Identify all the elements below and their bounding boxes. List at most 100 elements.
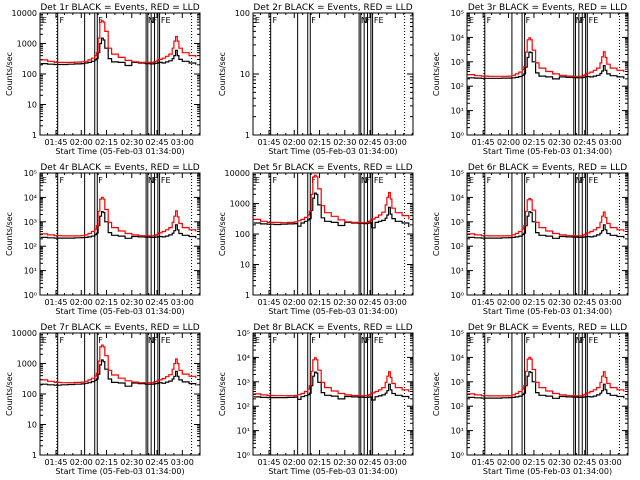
flag-annotation: E — [469, 16, 474, 25]
data-series — [467, 37, 625, 80]
panel-title: Det 9r BLACK = Events, RED = LLD — [468, 323, 627, 333]
x-tick-label: 02:45 — [359, 458, 382, 467]
data-series — [253, 174, 410, 229]
data-series — [40, 344, 197, 387]
flag-annotation: F — [152, 336, 157, 345]
y-tick-label: 10¹ — [237, 427, 250, 436]
panel-det-1: Det 1r BLACK = Events, RED = LLD 1 10 100 10… — [5, 3, 201, 156]
x-tick-label: 03:00 — [171, 298, 194, 307]
y-tick-label: 10⁵ — [237, 329, 250, 338]
y-tick-label: 10⁰ — [237, 451, 250, 460]
flag-annotation: F — [273, 176, 278, 185]
x-tick-label: 03:00 — [171, 458, 194, 467]
x-tick-label: 02:00 — [497, 458, 520, 467]
flag-annotation: N — [148, 16, 154, 25]
x-tick-label: 02:00 — [70, 138, 93, 147]
panel-det-9: Det 9r BLACK = Events, RED = LLD 10⁰ 10¹ 10… — [432, 323, 629, 476]
flag-annotation: F — [580, 176, 585, 185]
flag-annotation: F — [580, 16, 585, 25]
x-tick-label: 03:00 — [384, 138, 407, 147]
x-axis-label: Start Time (05-Feb-03 01:34:00) — [55, 147, 184, 156]
flag-annotation: F — [311, 336, 316, 345]
panel-title: Det 7r BLACK = Events, RED = LLD — [40, 323, 199, 333]
panel-det-6: Det 6r BLACK = Events, RED = LLD 10⁰ 10¹ 10… — [432, 163, 629, 316]
x-tick-label: 02:00 — [497, 138, 520, 147]
plot-frame — [39, 12, 201, 136]
x-tick-label: 02:45 — [573, 458, 596, 467]
y-tick-label: 10⁴ — [451, 193, 464, 202]
flag-annotation: FE — [161, 336, 171, 345]
y-tick-label: 10 — [240, 261, 250, 270]
x-tick-label: 02:30 — [120, 458, 143, 467]
x-tick-label: 02:45 — [359, 298, 382, 307]
y-axis-label: Counts/sec — [218, 372, 227, 416]
data-series — [467, 356, 625, 399]
flag-annotation: E — [255, 176, 260, 185]
marker-lines: E F F NF FE — [469, 13, 621, 135]
x-axis-label: Start Time (05-Feb-03 01:34:00) — [55, 467, 184, 476]
x-tick-label: 03:00 — [171, 138, 194, 147]
y-tick-label: 10² — [451, 82, 464, 91]
x-axis-label: Start Time (05-Feb-03 01:34:00) — [268, 467, 397, 476]
flag-annotation: FE — [374, 336, 384, 345]
flag-annotation: N — [576, 16, 582, 25]
y-axis-label: Counts/sec — [5, 372, 14, 416]
y-tick-label: 10³ — [451, 218, 464, 227]
flag-annotation: F — [152, 176, 157, 185]
x-tick-label: 01:45 — [44, 138, 67, 147]
x-tick-label: 01:45 — [257, 138, 280, 147]
flag-annotation: N — [361, 336, 367, 345]
y-tick-label: 1 — [245, 291, 250, 300]
x-tick-label: 02:15 — [308, 298, 331, 307]
x-tick-label: 02:00 — [283, 298, 306, 307]
x-tick-label: 02:30 — [548, 298, 571, 307]
y-tick-label: 10³ — [237, 378, 250, 387]
y-tick-label: 10⁴ — [451, 33, 464, 42]
panel-det-4: Det 4r BLACK = Events, RED = LLD 10⁰ 10¹ 10… — [5, 163, 201, 316]
x-tick-label: 02:15 — [522, 458, 545, 467]
y-axis-label: Counts/sec — [432, 372, 441, 416]
series-line-events — [40, 211, 197, 239]
data-series — [253, 357, 410, 401]
flag-annotation: F — [98, 336, 103, 345]
x-tick-label: 02:30 — [548, 458, 571, 467]
flag-annotation: F — [487, 176, 492, 185]
marker-lines: E F F NF FE — [42, 13, 193, 135]
flag-annotation: FE — [161, 176, 171, 185]
x-axis-label: Start Time (05-Feb-03 01:34:00) — [55, 307, 184, 316]
panel-title: Det 3r BLACK = Events, RED = LLD — [468, 3, 627, 13]
x-tick-label: 01:45 — [257, 458, 280, 467]
y-tick-label: 1000 — [17, 360, 37, 369]
y-tick-label: 10⁵ — [24, 169, 37, 178]
x-tick-label: 02:00 — [70, 458, 93, 467]
flag-annotation: N — [576, 336, 582, 345]
x-axis-label: Start Time (05-Feb-03 01:34:00) — [483, 147, 612, 156]
panel-title: Det 5r BLACK = Events, RED = LLD — [253, 163, 412, 173]
x-axis-label: Start Time (05-Feb-03 01:34:00) — [268, 307, 397, 316]
x-tick-label: 02:15 — [522, 138, 545, 147]
x-tick-label: 02:30 — [120, 138, 143, 147]
plot-frame — [39, 172, 201, 296]
x-tick-label: 02:30 — [548, 138, 571, 147]
x-tick-label: 01:45 — [472, 298, 495, 307]
flag-annotation: FE — [589, 336, 599, 345]
flag-annotation: E — [469, 176, 474, 185]
y-axis-label: Counts/sec — [5, 212, 14, 256]
flag-annotation: F — [487, 336, 492, 345]
x-tick-label: 02:30 — [120, 298, 143, 307]
panel-det-5: Det 5r BLACK = Events, RED = LLD 1 10 100 10… — [218, 163, 414, 316]
y-tick-label: 10⁰ — [451, 131, 464, 140]
y-tick-label: 10² — [451, 242, 464, 251]
panel-det-8: Det 8r BLACK = Events, RED = LLD 10⁰ 10¹ 10… — [218, 323, 414, 476]
x-axis-label: Start Time (05-Feb-03 01:34:00) — [483, 467, 612, 476]
flag-annotation: F — [311, 16, 316, 25]
panel-title: Det 1r BLACK = Events, RED = LLD — [40, 3, 199, 13]
flag-annotation: N — [148, 176, 154, 185]
x-tick-label: 02:00 — [283, 138, 306, 147]
y-tick-label: 10⁰ — [451, 451, 464, 460]
x-tick-label: 03:00 — [384, 298, 407, 307]
panel-title: Det 8r BLACK = Events, RED = LLD — [253, 323, 412, 333]
flag-annotation: E — [469, 336, 474, 345]
